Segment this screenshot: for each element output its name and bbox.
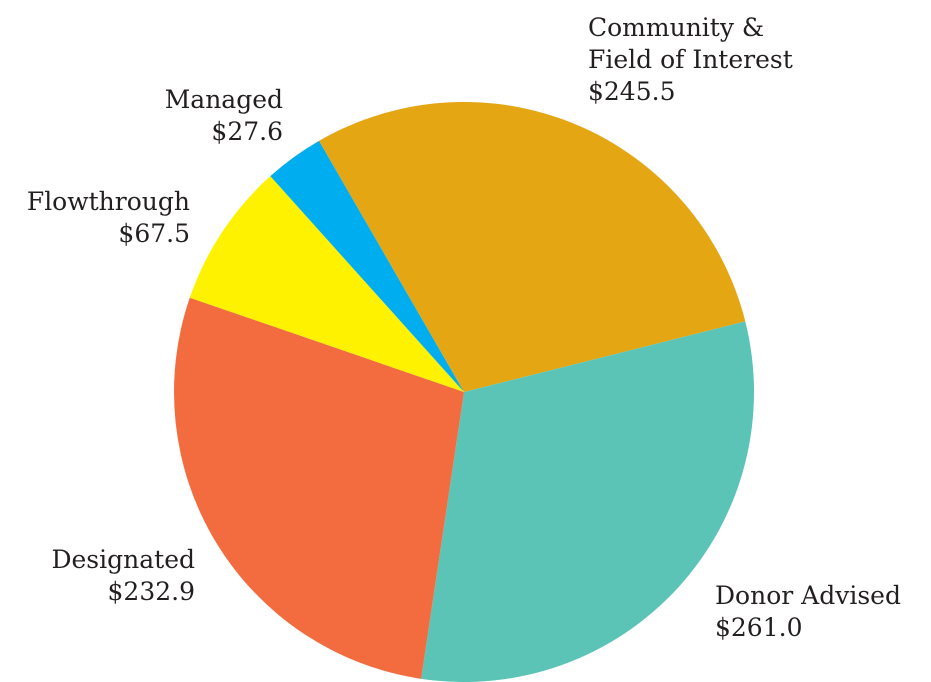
category-label: Flowthrough bbox=[26, 187, 190, 216]
slice-label: Designated $232.9 bbox=[51, 544, 195, 608]
pie-slice bbox=[421, 321, 754, 682]
pie-slice bbox=[174, 297, 464, 679]
category-label: Community & Field of Interest bbox=[588, 13, 793, 74]
value-label: $245.5 bbox=[588, 77, 676, 106]
category-label: Donor Advised bbox=[715, 581, 901, 610]
slice-label: Donor Advised $261.0 bbox=[715, 580, 901, 644]
slice-label: Managed $27.6 bbox=[165, 84, 283, 148]
slice-label: Community & Field of Interest $245.5 bbox=[588, 12, 803, 108]
category-label: Managed bbox=[164, 85, 283, 114]
value-label: $67.5 bbox=[118, 219, 190, 248]
value-label: $261.0 bbox=[715, 613, 803, 642]
slice-label: Flowthrough $67.5 bbox=[27, 186, 190, 250]
value-label: $232.9 bbox=[107, 577, 195, 606]
category-label: Designated bbox=[51, 545, 195, 574]
pie-slice bbox=[319, 102, 746, 393]
pie-slice bbox=[270, 140, 464, 392]
pie-slice bbox=[189, 176, 464, 392]
value-label: $27.6 bbox=[211, 117, 283, 146]
